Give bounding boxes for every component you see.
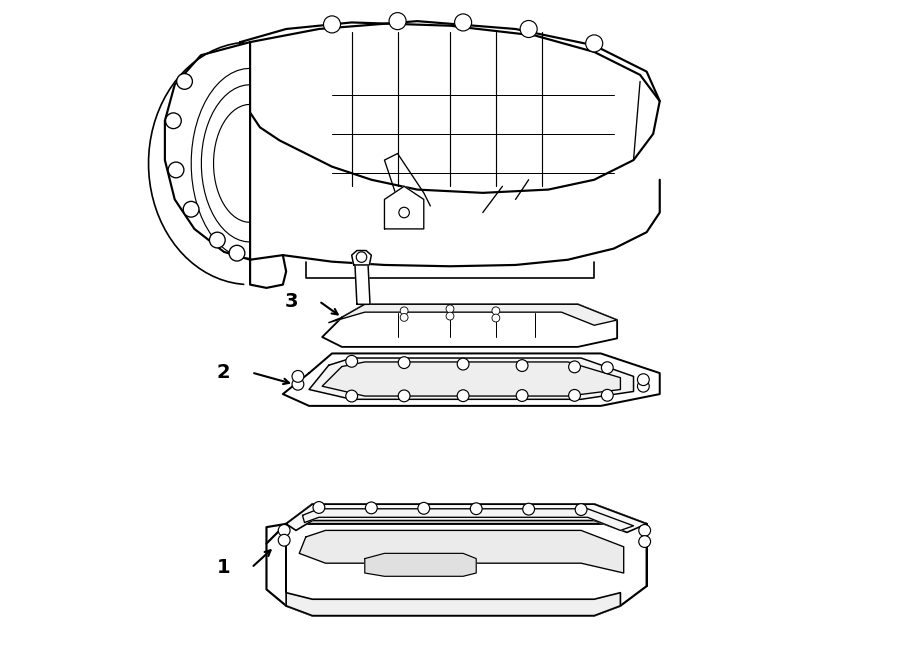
- Polygon shape: [328, 304, 617, 325]
- Text: 2: 2: [217, 363, 230, 382]
- Circle shape: [168, 162, 184, 178]
- Polygon shape: [384, 186, 424, 229]
- Circle shape: [365, 502, 377, 514]
- Circle shape: [346, 390, 357, 402]
- Circle shape: [446, 305, 454, 313]
- Circle shape: [210, 232, 225, 248]
- Circle shape: [292, 378, 304, 390]
- Circle shape: [446, 312, 454, 320]
- Circle shape: [400, 313, 408, 321]
- Polygon shape: [355, 258, 370, 304]
- Circle shape: [637, 380, 649, 392]
- Circle shape: [523, 503, 535, 515]
- Circle shape: [457, 358, 469, 370]
- Circle shape: [418, 502, 429, 514]
- Polygon shape: [286, 504, 646, 532]
- Circle shape: [637, 373, 649, 385]
- Circle shape: [398, 390, 410, 402]
- Polygon shape: [266, 524, 646, 615]
- Polygon shape: [299, 530, 624, 573]
- Circle shape: [586, 35, 603, 52]
- Polygon shape: [309, 358, 634, 399]
- Circle shape: [454, 14, 472, 31]
- Circle shape: [166, 113, 181, 129]
- Circle shape: [601, 389, 613, 401]
- Polygon shape: [240, 22, 660, 193]
- Circle shape: [569, 389, 580, 401]
- Circle shape: [398, 357, 410, 369]
- Circle shape: [457, 390, 469, 402]
- Circle shape: [575, 504, 587, 516]
- Circle shape: [601, 362, 613, 373]
- Polygon shape: [266, 504, 646, 566]
- Circle shape: [399, 208, 410, 217]
- Circle shape: [639, 535, 651, 547]
- Circle shape: [313, 502, 325, 514]
- Polygon shape: [364, 553, 476, 576]
- Circle shape: [230, 245, 245, 261]
- Text: 3: 3: [284, 292, 298, 311]
- Circle shape: [492, 307, 500, 315]
- Circle shape: [400, 307, 408, 315]
- Circle shape: [389, 13, 406, 30]
- Polygon shape: [286, 593, 620, 615]
- Circle shape: [517, 360, 528, 371]
- Polygon shape: [283, 354, 660, 406]
- Circle shape: [278, 525, 290, 536]
- Polygon shape: [322, 362, 620, 396]
- Polygon shape: [352, 251, 372, 265]
- Circle shape: [292, 370, 304, 382]
- Circle shape: [520, 20, 537, 38]
- Circle shape: [176, 73, 193, 89]
- Circle shape: [323, 16, 340, 33]
- Circle shape: [471, 503, 482, 515]
- Text: 1: 1: [217, 559, 230, 577]
- Circle shape: [492, 314, 500, 322]
- Circle shape: [184, 202, 199, 217]
- Polygon shape: [322, 304, 617, 347]
- Circle shape: [517, 389, 528, 401]
- Circle shape: [569, 361, 580, 373]
- Polygon shape: [302, 509, 634, 530]
- Circle shape: [346, 356, 357, 368]
- Polygon shape: [165, 42, 286, 288]
- Circle shape: [639, 525, 651, 536]
- Circle shape: [278, 534, 290, 546]
